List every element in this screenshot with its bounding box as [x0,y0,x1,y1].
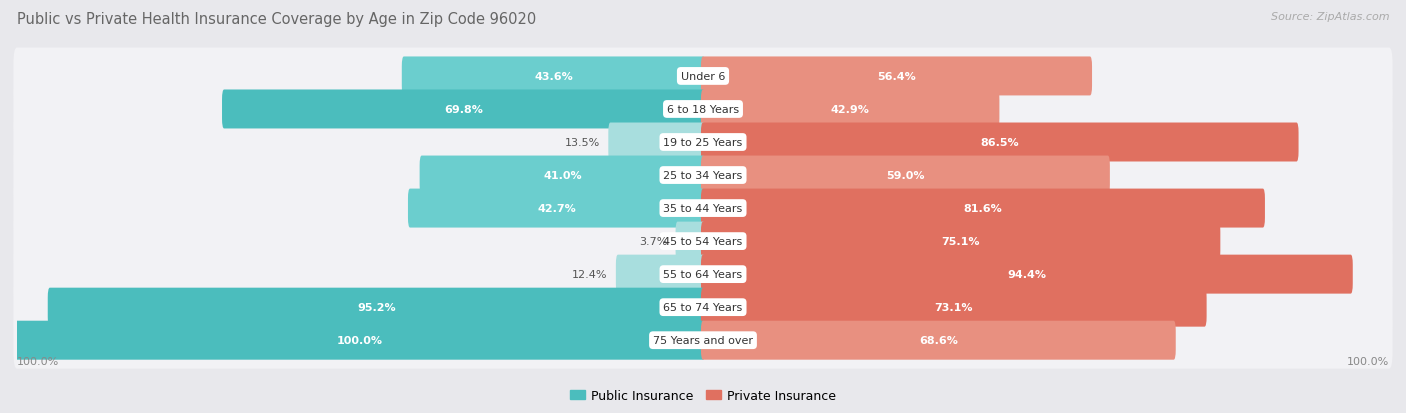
FancyBboxPatch shape [702,321,1175,360]
FancyBboxPatch shape [702,156,1109,195]
Text: 6 to 18 Years: 6 to 18 Years [666,105,740,115]
Legend: Public Insurance, Private Insurance: Public Insurance, Private Insurance [565,384,841,407]
Text: 42.9%: 42.9% [831,105,870,115]
Text: 43.6%: 43.6% [534,72,572,82]
FancyBboxPatch shape [14,213,1392,270]
Text: 55 to 64 Years: 55 to 64 Years [664,269,742,280]
FancyBboxPatch shape [14,279,1392,336]
FancyBboxPatch shape [675,222,704,261]
Text: 13.5%: 13.5% [565,138,600,148]
FancyBboxPatch shape [702,123,1299,162]
Text: 75 Years and over: 75 Years and over [652,335,754,345]
Text: 75.1%: 75.1% [942,237,980,247]
Text: 65 to 74 Years: 65 to 74 Years [664,302,742,312]
Text: Public vs Private Health Insurance Coverage by Age in Zip Code 96020: Public vs Private Health Insurance Cover… [17,12,536,27]
Text: 12.4%: 12.4% [572,269,607,280]
FancyBboxPatch shape [702,57,1092,96]
Text: 100.0%: 100.0% [17,356,59,366]
FancyBboxPatch shape [702,222,1220,261]
Text: 45 to 54 Years: 45 to 54 Years [664,237,742,247]
Text: 95.2%: 95.2% [357,302,395,312]
Text: 100.0%: 100.0% [1347,356,1389,366]
Text: 19 to 25 Years: 19 to 25 Years [664,138,742,148]
FancyBboxPatch shape [702,90,1000,129]
Text: 68.6%: 68.6% [920,335,957,345]
Text: Source: ZipAtlas.com: Source: ZipAtlas.com [1271,12,1389,22]
Text: 73.1%: 73.1% [935,302,973,312]
FancyBboxPatch shape [408,189,704,228]
FancyBboxPatch shape [702,288,1206,327]
Text: 94.4%: 94.4% [1007,269,1046,280]
Text: 56.4%: 56.4% [877,72,915,82]
FancyBboxPatch shape [14,246,1392,303]
FancyBboxPatch shape [14,81,1392,138]
Text: 35 to 44 Years: 35 to 44 Years [664,204,742,214]
Text: 81.6%: 81.6% [963,204,1002,214]
FancyBboxPatch shape [402,57,704,96]
Text: 59.0%: 59.0% [886,171,925,180]
FancyBboxPatch shape [222,90,704,129]
Text: 25 to 34 Years: 25 to 34 Years [664,171,742,180]
FancyBboxPatch shape [14,312,1392,369]
Text: 42.7%: 42.7% [537,204,576,214]
Text: 3.7%: 3.7% [638,237,668,247]
FancyBboxPatch shape [14,147,1392,204]
FancyBboxPatch shape [616,255,704,294]
FancyBboxPatch shape [14,180,1392,237]
FancyBboxPatch shape [48,288,704,327]
Text: 41.0%: 41.0% [543,171,582,180]
FancyBboxPatch shape [702,189,1265,228]
Text: 100.0%: 100.0% [337,335,382,345]
Text: 86.5%: 86.5% [980,138,1019,148]
FancyBboxPatch shape [15,321,704,360]
Text: 69.8%: 69.8% [444,105,484,115]
FancyBboxPatch shape [609,123,704,162]
FancyBboxPatch shape [702,255,1353,294]
FancyBboxPatch shape [419,156,704,195]
Text: Under 6: Under 6 [681,72,725,82]
FancyBboxPatch shape [14,48,1392,105]
FancyBboxPatch shape [14,114,1392,171]
